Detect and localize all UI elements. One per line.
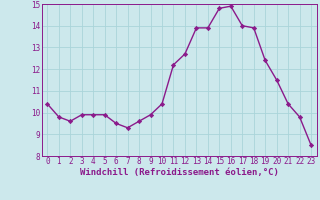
- X-axis label: Windchill (Refroidissement éolien,°C): Windchill (Refroidissement éolien,°C): [80, 168, 279, 177]
